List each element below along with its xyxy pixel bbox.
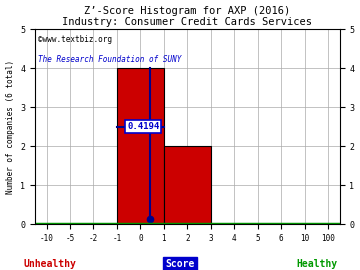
Bar bbox=[117, 68, 164, 224]
Bar bbox=[164, 146, 211, 224]
Text: 0.4194: 0.4194 bbox=[127, 122, 159, 131]
Text: Healthy: Healthy bbox=[296, 259, 337, 269]
Text: Score: Score bbox=[165, 259, 195, 269]
Y-axis label: Number of companies (6 total): Number of companies (6 total) bbox=[5, 60, 14, 194]
Text: The Research Foundation of SUNY: The Research Foundation of SUNY bbox=[38, 55, 181, 64]
Text: Score: Score bbox=[165, 259, 195, 269]
Text: Unhealthy: Unhealthy bbox=[24, 259, 77, 269]
Title: Z’-Score Histogram for AXP (2016)
Industry: Consumer Credit Cards Services: Z’-Score Histogram for AXP (2016) Indust… bbox=[62, 6, 312, 27]
Text: ©www.textbiz.org: ©www.textbiz.org bbox=[38, 35, 112, 44]
